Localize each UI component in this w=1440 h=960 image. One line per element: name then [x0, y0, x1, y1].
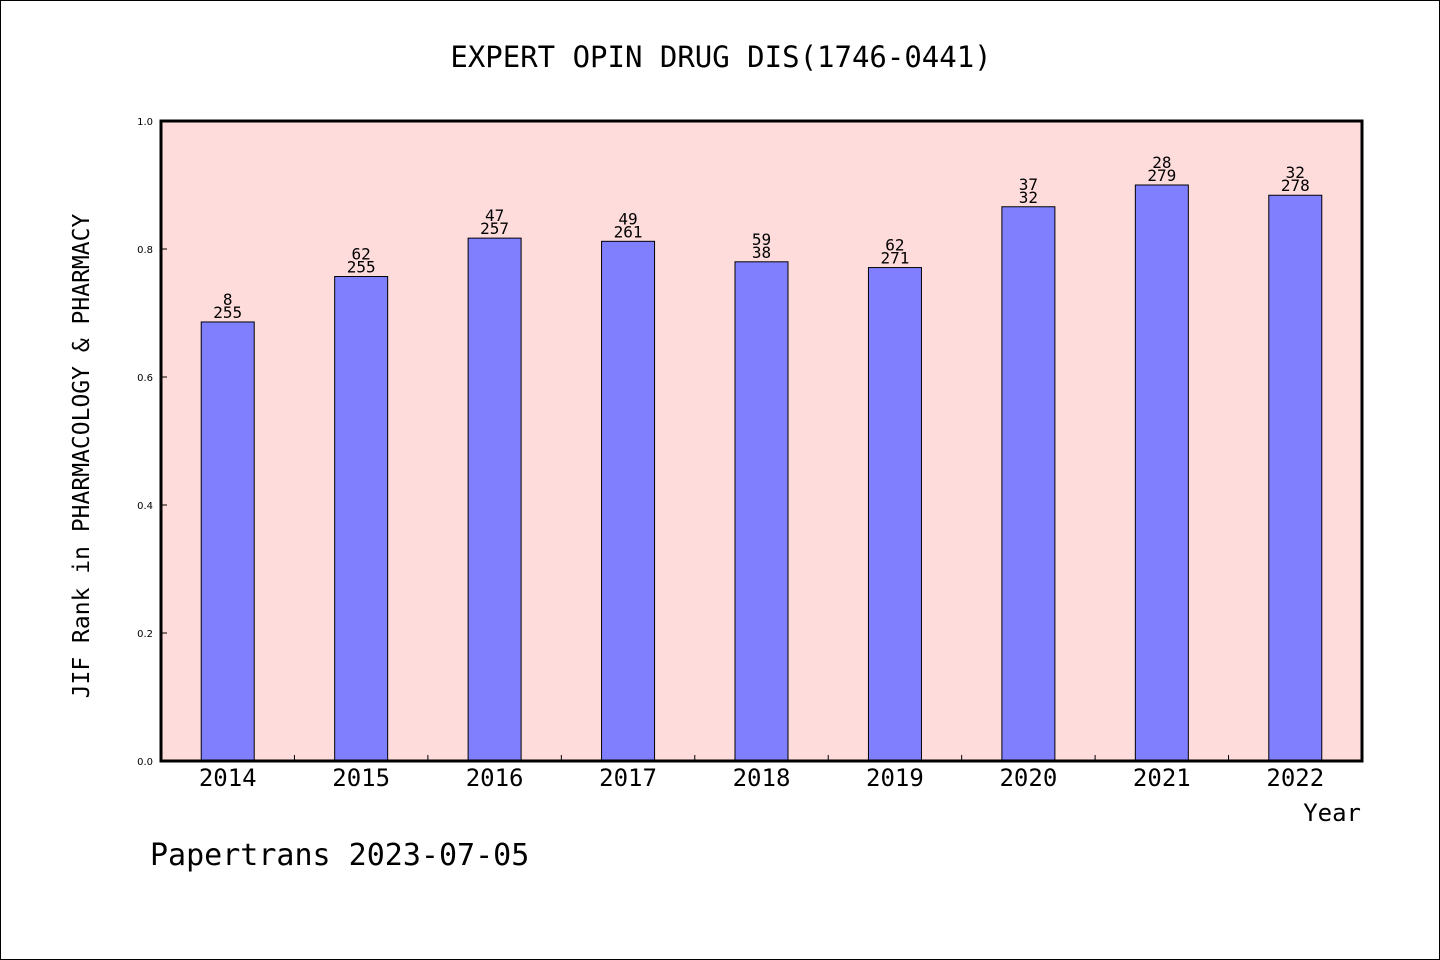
y-tick-label: 0.4	[137, 501, 153, 512]
chart-title: EXPERT OPIN DRUG DIS(1746-0441)	[450, 40, 991, 74]
y-tick-label: 0.2	[137, 629, 153, 640]
data-label-2020: 37	[1019, 175, 1038, 194]
data-label-2015: 62	[352, 245, 371, 264]
x-tick-label: 2018	[733, 764, 791, 792]
data-label-2022: 32	[1286, 163, 1305, 182]
x-axis: 2014 2015 2016 2017 2018 2019 2020 2021 2022	[199, 755, 1324, 792]
data-label-2022: 278	[1281, 176, 1310, 195]
bar-series	[200, 184, 1323, 762]
x-tick-label: 2016	[466, 764, 524, 792]
y-tick-label: 0.0	[137, 757, 153, 768]
data-label-2021: 279	[1147, 166, 1176, 185]
y-tick-label: 1.0	[137, 117, 153, 128]
data-label-2015: 255	[347, 258, 376, 277]
bar-2018	[734, 261, 789, 762]
y-tick-label: 0.8	[137, 245, 153, 256]
data-label-2019: 62	[885, 236, 904, 255]
bar-2022	[1268, 194, 1323, 762]
x-tick-label: 2015	[332, 764, 390, 792]
x-tick-label: 2021	[1133, 764, 1191, 792]
bar-2019	[867, 267, 922, 762]
data-label-2017: 49	[618, 209, 637, 228]
data-label-2018: 59	[752, 230, 771, 249]
x-tick-label: 2019	[866, 764, 924, 792]
data-label-2014: 8	[223, 290, 233, 309]
bar-2016	[467, 237, 522, 762]
x-tick-label: 2014	[199, 764, 257, 792]
bar-2014	[200, 321, 255, 762]
data-label-2016: 47	[485, 206, 504, 225]
y-tick-label: 0.6	[137, 373, 153, 384]
data-label-2019: 271	[880, 249, 909, 268]
data-label-2018: 38	[752, 243, 771, 262]
x-tick-label: 2022	[1266, 764, 1324, 792]
bar-2015	[334, 276, 389, 762]
data-label-2014: 255	[213, 303, 242, 322]
data-label-2021: 28	[1152, 153, 1171, 172]
plot-border	[159, 119, 1364, 763]
x-axis-label: Year	[1303, 799, 1361, 827]
y-axis-label: JIF Rank in PHARMACOLOGY & PHARMACY	[69, 214, 95, 699]
x-tick-label: 2020	[999, 764, 1057, 792]
data-label-2020: 32	[1019, 188, 1038, 207]
bar-2021	[1134, 184, 1189, 762]
data-label-2017: 261	[614, 222, 643, 241]
bar-2017	[601, 240, 656, 762]
footer-note: Papertrans 2023-07-05	[150, 838, 529, 873]
bar-2020	[1001, 206, 1056, 762]
data-label-2016: 257	[480, 219, 509, 238]
x-tick-label: 2017	[599, 764, 657, 792]
